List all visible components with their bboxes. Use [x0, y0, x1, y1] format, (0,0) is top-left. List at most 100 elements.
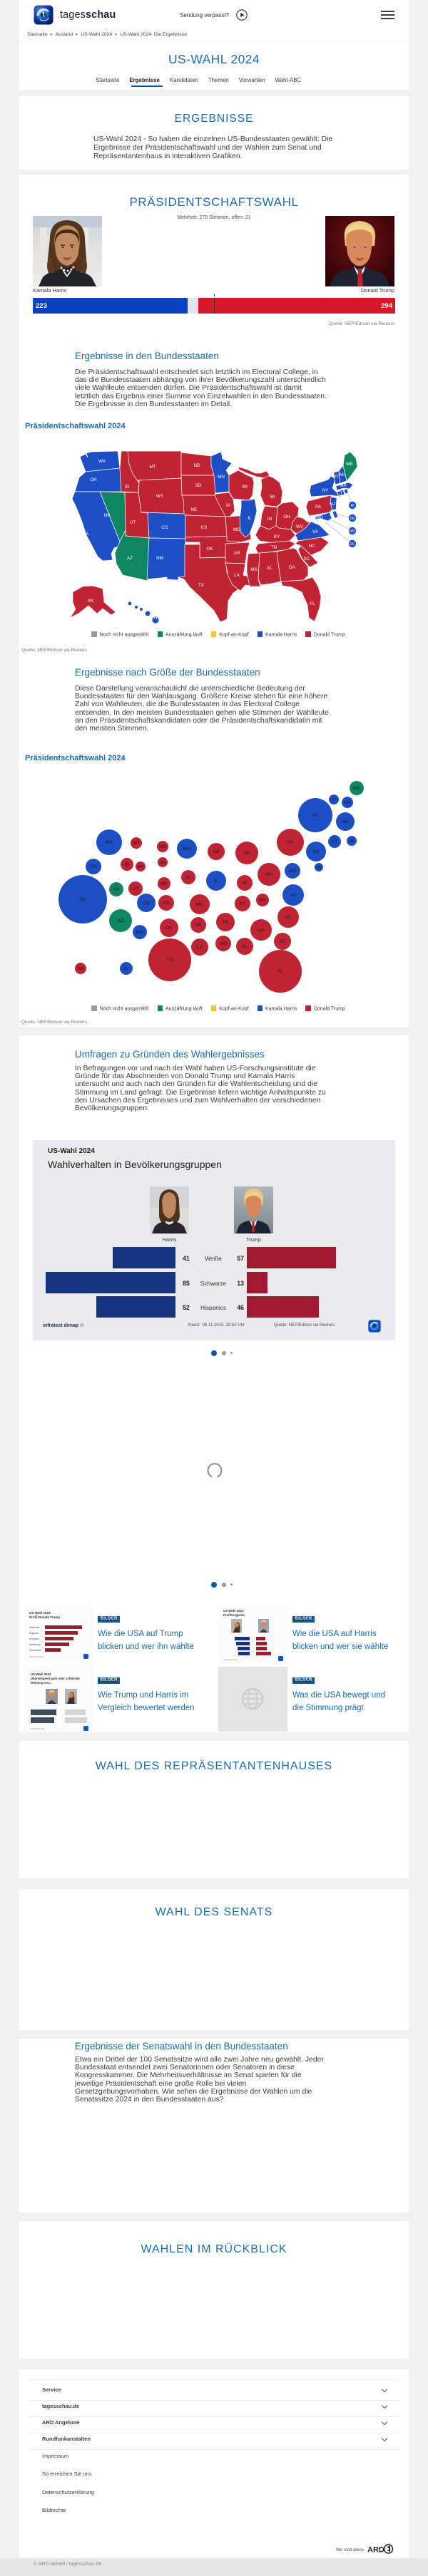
svg-text:AR: AR	[234, 551, 240, 556]
svg-text:HI: HI	[124, 966, 129, 971]
svg-text:ND: ND	[193, 463, 200, 468]
svg-text:RI: RI	[351, 504, 355, 508]
svg-text:RI: RI	[350, 839, 354, 844]
svg-text:MT: MT	[133, 841, 140, 846]
svg-text:VT: VT	[333, 475, 339, 480]
svg-text:SC: SC	[279, 939, 286, 944]
svg-text:infratest dimap: infratest dimap	[223, 1658, 238, 1661]
svg-text:MO: MO	[196, 902, 204, 907]
svg-text:WY: WY	[138, 865, 144, 869]
svg-text:IA: IA	[186, 875, 191, 880]
svg-text:WI: WI	[242, 485, 248, 490]
svg-text:ND: ND	[159, 844, 166, 849]
svg-text:DE: DE	[316, 866, 322, 870]
svg-text:NC: NC	[285, 915, 292, 920]
svg-text:HI: HI	[154, 616, 159, 621]
svg-text:UT: UT	[132, 886, 138, 891]
svg-text:SD: SD	[160, 861, 165, 865]
svg-text:AZ: AZ	[118, 919, 124, 924]
svg-text:KY: KY	[239, 901, 246, 906]
svg-text:UT: UT	[130, 520, 136, 525]
svg-text:SC: SC	[304, 557, 310, 562]
svg-text:MD: MD	[289, 869, 297, 874]
svg-text:MT: MT	[149, 465, 156, 470]
svg-text:WY: WY	[156, 494, 164, 499]
svg-text:Demokratie: Demokratie	[29, 1649, 41, 1652]
svg-text:MD: MD	[316, 515, 323, 520]
svg-text:VT: VT	[331, 798, 337, 802]
svg-text:Abtreibung: Abtreibung	[29, 1643, 41, 1646]
svg-text:ID: ID	[125, 862, 130, 867]
svg-text:MA: MA	[342, 819, 350, 824]
svg-text:Profil Donald Trump: Profil Donald Trump	[29, 1615, 60, 1619]
svg-text:NH: NH	[344, 800, 351, 805]
svg-text:ME: ME	[346, 462, 352, 467]
svg-text:CT: CT	[331, 839, 337, 844]
svg-text:Migration: Migration	[29, 1632, 39, 1635]
svg-text:NC: NC	[308, 544, 315, 549]
svg-text:OR: OR	[90, 477, 97, 482]
svg-text:Meinung von...: Meinung von...	[31, 1681, 52, 1685]
svg-text:GA: GA	[258, 928, 265, 933]
svg-text:MN: MN	[183, 847, 191, 852]
svg-text:LA: LA	[234, 573, 240, 578]
svg-text:IN: IN	[268, 517, 272, 522]
svg-text:US-Wahl 2024: US-Wahl 2024	[29, 1611, 51, 1615]
svg-text:LA: LA	[197, 945, 203, 950]
svg-text:NE: NE	[191, 507, 198, 512]
svg-text:MD: MD	[350, 529, 355, 534]
svg-text:WV: WV	[296, 524, 304, 529]
svg-text:infratest dimap: infratest dimap	[29, 1655, 44, 1658]
svg-text:infratest dimap: infratest dimap	[31, 1727, 45, 1730]
svg-text:CA: CA	[79, 897, 86, 902]
svg-text:OK: OK	[165, 926, 173, 931]
svg-text:Wirtschaft: Wirtschaft	[29, 1626, 39, 1629]
svg-text:NH: NH	[339, 472, 346, 477]
svg-text:MN: MN	[218, 475, 225, 480]
svg-text:Profilvergleich: Profilvergleich	[223, 1613, 245, 1617]
svg-text:TX: TX	[167, 958, 173, 963]
svg-text:MS: MS	[220, 941, 228, 946]
svg-text:KS: KS	[201, 525, 207, 530]
svg-text:TX: TX	[198, 583, 205, 588]
svg-text:WI: WI	[213, 849, 219, 854]
svg-text:OR: OR	[90, 864, 97, 869]
svg-text:US-Wahl 2024: US-Wahl 2024	[223, 1609, 244, 1613]
svg-text:CT: CT	[337, 491, 343, 496]
svg-text:IL: IL	[248, 516, 252, 521]
svg-text:NJ: NJ	[330, 502, 335, 507]
svg-text:ME: ME	[353, 786, 361, 791]
svg-text:NY: NY	[312, 813, 319, 818]
svg-text:NV: NV	[113, 887, 120, 892]
svg-text:CO: CO	[161, 525, 168, 530]
svg-text:AR: AR	[195, 923, 202, 928]
svg-text:OH: OH	[265, 872, 272, 877]
svg-text:MI: MI	[244, 851, 250, 856]
svg-text:AL: AL	[242, 944, 248, 949]
svg-text:CO: CO	[143, 901, 150, 906]
svg-text:MA: MA	[340, 483, 347, 488]
svg-text:VA: VA	[312, 529, 319, 534]
svg-text:OK: OK	[206, 547, 213, 552]
svg-text:NM: NM	[156, 556, 163, 561]
svg-text:PA: PA	[287, 840, 294, 845]
svg-text:AK: AK	[77, 966, 84, 971]
svg-text:TN: TN	[222, 920, 228, 925]
svg-text:MO: MO	[233, 527, 240, 532]
svg-text:AZ: AZ	[127, 556, 133, 561]
svg-text:TN: TN	[271, 545, 277, 550]
svg-text:NE: NE	[160, 881, 168, 886]
svg-text:WA: WA	[106, 840, 113, 845]
svg-text:ID: ID	[125, 485, 130, 490]
svg-text:NY: NY	[322, 488, 330, 493]
svg-text:IL: IL	[214, 879, 218, 884]
svg-text:Überwiegend gute oder schlecht: Überwiegend gute oder schlechte	[31, 1677, 80, 1680]
svg-text:GA: GA	[288, 565, 295, 570]
svg-text:AL: AL	[267, 566, 272, 571]
svg-text:NM: NM	[136, 930, 144, 935]
svg-text:DC: DC	[350, 542, 355, 547]
svg-text:Außenpol.: Außenpol.	[29, 1638, 40, 1640]
svg-text:NJ: NJ	[313, 849, 319, 854]
svg-text:DE: DE	[350, 517, 356, 521]
svg-text:IN: IN	[243, 881, 248, 886]
